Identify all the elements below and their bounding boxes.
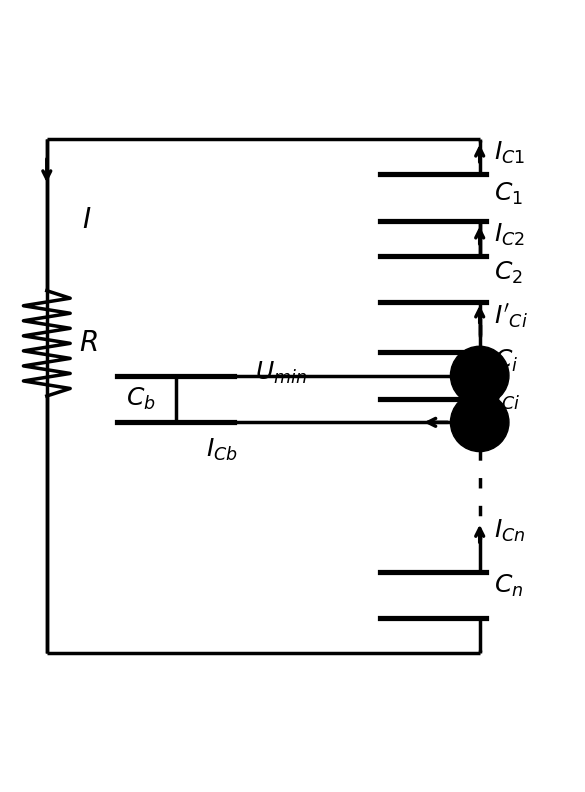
- Text: $\mathit{C_2}$: $\mathit{C_2}$: [494, 260, 523, 286]
- Text: $\mathit{C_n}$: $\mathit{C_n}$: [494, 573, 524, 600]
- Text: $\mathit{I_{Cb}}$: $\mathit{I_{Cb}}$: [207, 437, 238, 463]
- Text: $\mathit{I'_{Ci}}$: $\mathit{I'_{Ci}}$: [494, 303, 528, 331]
- Text: $\mathit{R}$: $\mathit{R}$: [79, 329, 98, 357]
- Text: $\mathit{C_1}$: $\mathit{C_1}$: [494, 181, 523, 208]
- Circle shape: [450, 393, 509, 451]
- Text: $\mathit{U_{min}}$: $\mathit{U_{min}}$: [255, 360, 307, 386]
- Text: $\mathit{I_{Cn}}$: $\mathit{I_{Cn}}$: [494, 517, 526, 543]
- Text: $\mathit{I_{Ci}}$: $\mathit{I_{Ci}}$: [494, 386, 521, 412]
- Text: $\mathit{I}$: $\mathit{I}$: [82, 207, 91, 234]
- Text: $\mathit{I_{C2}}$: $\mathit{I_{C2}}$: [494, 222, 525, 248]
- Circle shape: [450, 346, 509, 405]
- Text: $\mathit{C_b}$: $\mathit{C_b}$: [126, 386, 156, 412]
- Text: $\mathit{C_i}$: $\mathit{C_i}$: [494, 348, 518, 374]
- Text: $\mathit{I_{C1}}$: $\mathit{I_{C1}}$: [494, 140, 525, 166]
